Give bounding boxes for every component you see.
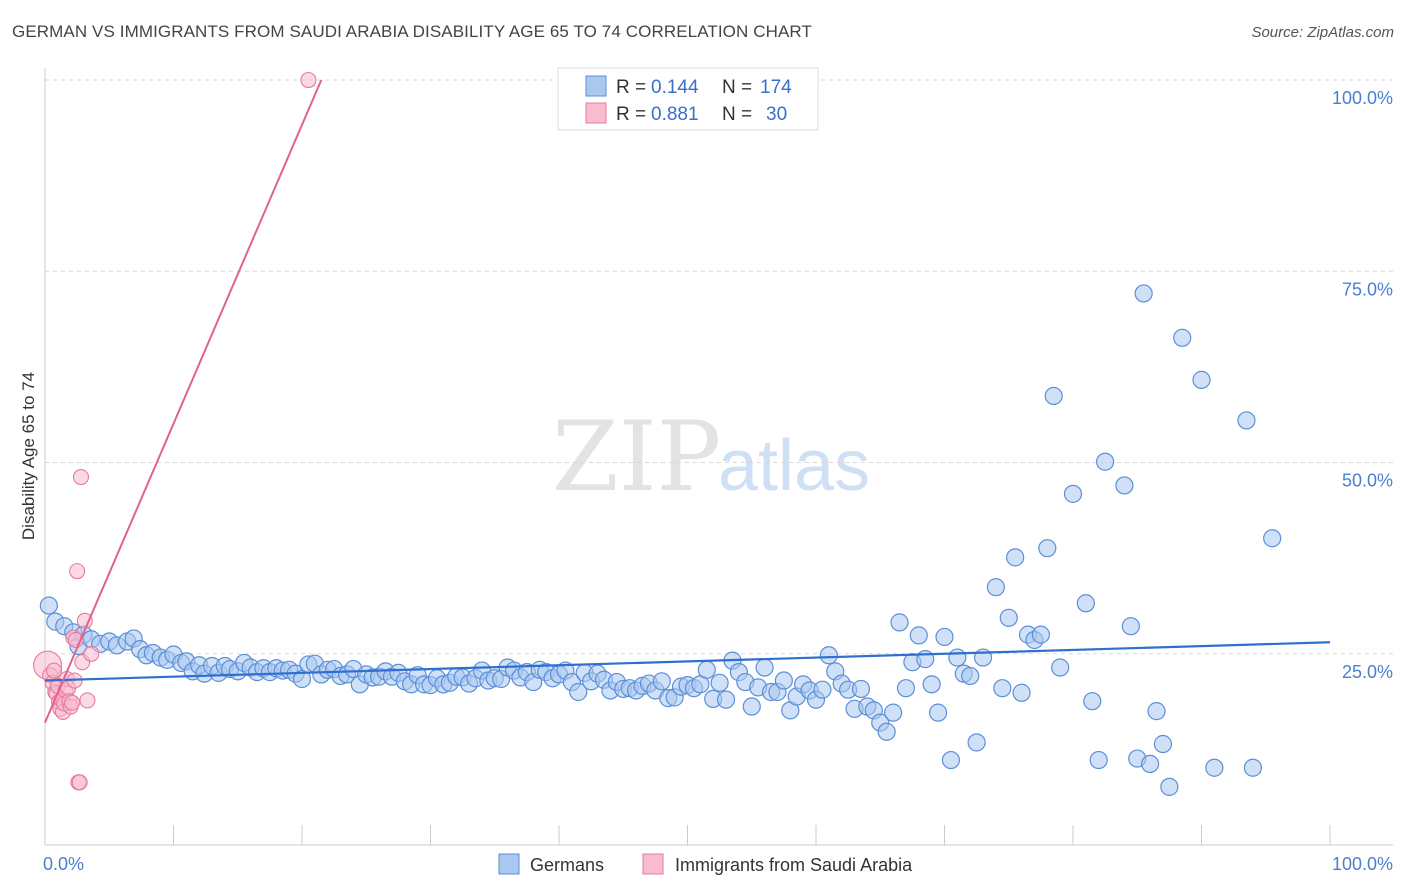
source-label: Source: ZipAtlas.com	[1251, 24, 1394, 41]
german-point	[819, 646, 838, 665]
german-point	[1096, 452, 1115, 471]
german-point	[813, 680, 832, 699]
german-point	[1076, 594, 1095, 613]
grid-lines	[45, 79, 1393, 655]
saudi-point	[71, 774, 88, 791]
legend-saudi-r-label: R =	[616, 104, 646, 125]
german-point	[961, 666, 980, 686]
legend-german-n-value: 174	[760, 77, 792, 98]
german-point	[941, 750, 961, 770]
legend-german-n-label: N =	[722, 77, 752, 98]
y-tick-label: 75.0%	[1342, 279, 1393, 299]
german-point	[697, 660, 716, 679]
saudi-point	[83, 645, 100, 662]
y-tick-label: 25.0%	[1342, 662, 1393, 682]
german-point	[896, 679, 916, 698]
german-point	[928, 703, 948, 722]
german-point	[999, 608, 1018, 627]
legend-swatch-saudi	[585, 102, 607, 124]
watermark-atlas: atlas	[718, 426, 870, 506]
german-point	[1153, 734, 1173, 754]
x-tick-label-min: 0.0%	[43, 854, 84, 874]
german-point	[883, 703, 903, 722]
german-point	[755, 658, 774, 677]
german-point	[1121, 617, 1140, 636]
legend-german-r-value: 0.144	[651, 77, 699, 98]
german-point	[1134, 284, 1153, 303]
legend-saudi-r-value: 0.881	[651, 104, 699, 125]
german-point	[1147, 702, 1166, 721]
german-point	[935, 627, 954, 647]
german-point	[1140, 754, 1160, 774]
y-axis-label: Disability Age 65 to 74	[19, 372, 38, 540]
german-points	[39, 284, 1282, 796]
german-point	[1006, 548, 1025, 567]
german-point	[652, 672, 671, 691]
german-point	[890, 613, 909, 632]
saudi-point	[45, 662, 63, 679]
german-point	[909, 626, 928, 645]
german-point	[967, 733, 986, 752]
saudi-point	[63, 694, 81, 711]
german-point	[1160, 777, 1179, 796]
german-point	[569, 682, 588, 702]
german-point	[922, 675, 941, 694]
german-point	[716, 690, 736, 709]
german-point	[1263, 529, 1282, 548]
saudi-point	[69, 563, 86, 580]
german-point	[774, 671, 793, 690]
german-point	[1063, 484, 1083, 503]
german-trend-line	[44, 641, 1331, 682]
bottom-legend-german: Germans	[530, 855, 604, 875]
chart-title: GERMAN VS IMMIGRANTS FROM SAUDI ARABIA D…	[12, 22, 812, 41]
top-legend: R = 0.144 N = 174 R = 0.881 N = 30	[557, 67, 819, 131]
saudi-point	[79, 692, 96, 709]
german-point	[877, 722, 896, 741]
german-point	[1012, 683, 1031, 702]
legend-saudi-n-value: 30	[766, 104, 787, 125]
german-point	[1051, 658, 1070, 677]
bottom-legend-saudi: Immigrants from Saudi Arabia	[675, 855, 913, 875]
y-tick-label: 100.0%	[1332, 88, 1393, 108]
german-point	[1038, 539, 1057, 558]
saudi-point	[300, 71, 317, 89]
german-point	[948, 648, 967, 667]
german-point	[993, 679, 1012, 698]
y-tick-labels: 25.0% 50.0% 75.0% 100.0%	[1332, 88, 1393, 682]
bottom-legend: Germans Immigrants from Saudi Arabia	[498, 853, 913, 875]
x-tick-label-max: 100.0%	[1332, 854, 1393, 874]
german-point	[1192, 370, 1211, 389]
german-point	[1173, 328, 1192, 347]
saudi-points	[33, 71, 317, 791]
german-point	[1083, 692, 1102, 711]
trend-lines	[44, 79, 1331, 723]
german-point	[1237, 411, 1256, 430]
german-point	[1115, 476, 1134, 495]
german-point	[1031, 625, 1050, 644]
german-point	[851, 679, 871, 699]
german-point	[1243, 758, 1263, 777]
legend-swatch-german	[585, 75, 607, 97]
bottom-legend-swatch-german	[498, 853, 520, 875]
german-point	[1089, 750, 1108, 770]
saudi-trend-line	[44, 79, 323, 723]
german-point	[1205, 758, 1224, 777]
german-point	[742, 697, 761, 716]
german-point	[39, 596, 58, 615]
legend-saudi-n-label: N =	[722, 104, 752, 125]
german-point	[1044, 386, 1063, 406]
german-point	[710, 673, 729, 692]
german-point	[986, 578, 1006, 597]
bottom-legend-swatch-saudi	[642, 853, 664, 875]
axes	[44, 68, 1393, 846]
watermark-zip: ZIP	[552, 401, 721, 513]
y-tick-label: 50.0%	[1342, 471, 1393, 491]
saudi-point	[72, 468, 90, 486]
legend-german-r-label: R =	[616, 77, 646, 98]
